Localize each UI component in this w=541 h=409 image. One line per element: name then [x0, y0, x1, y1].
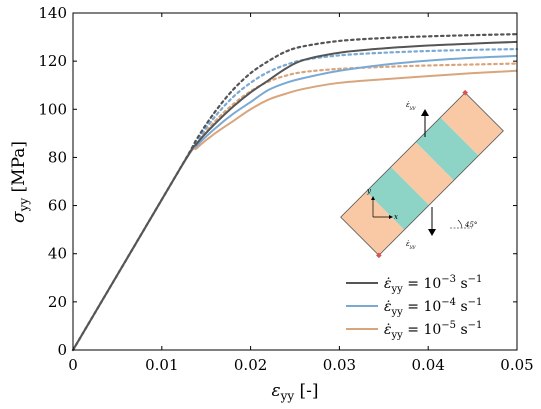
legend-label: ε̇yy = 10−5 s−1: [384, 320, 482, 341]
legend: ε̇yy = 10−3 s−1ε̇yy = 10−4 s−1ε̇yy = 10−…: [346, 274, 482, 341]
specimen-teal-bottom: [366, 166, 430, 230]
series-line-solid: [72, 69, 518, 351]
specimen-peach-top: [440, 92, 504, 156]
y-axis-title: σyy [MPa]: [9, 141, 31, 223]
x-tick-label: 0.01: [145, 356, 178, 374]
legend-label: ε̇yy = 10−3 s−1: [384, 274, 482, 295]
series-line-dotted: [71, 62, 519, 352]
legend-label: ε̇yy = 10−4 s−1: [384, 297, 482, 318]
x-axis-unit: [-]: [294, 381, 318, 401]
y-axis-symbol: σ: [9, 211, 29, 223]
coord-x-label: x: [394, 213, 398, 221]
top-strain-rate-label: ε̇yy: [406, 101, 416, 111]
top-load-arrowhead: [421, 109, 429, 116]
ticks-layer: 0 0.01 0.02 0.03 0.04 0.05 0 20 40 60 80 100 120 140: [38, 4, 533, 374]
x-tick-label: 0.04: [411, 356, 444, 374]
angle-arc: [457, 219, 463, 229]
specimen-inset: ε̇yy ε̇yy y x 45°: [340, 89, 504, 259]
plot-frame: [72, 12, 518, 351]
specimen-outline: [340, 92, 504, 256]
specimen-peach-mid: [390, 142, 454, 206]
series-line-dotted: [71, 48, 519, 352]
specimen-peach-bottom: [340, 191, 405, 256]
specimen-corner-marker-top: [462, 89, 468, 96]
y-tick-label: 20: [48, 293, 67, 311]
y-tick-label: 0: [57, 341, 67, 359]
specimen-teal-top: [415, 117, 479, 181]
curves-layer: [71, 33, 519, 352]
x-tick-label: 0.05: [500, 356, 533, 374]
x-tick-label: 0.03: [323, 356, 356, 374]
x-axis-subscript: yy: [280, 389, 295, 403]
y-axis-subscript: yy: [17, 198, 31, 213]
y-tick-label: 140: [38, 4, 67, 22]
x-axis-symbol: ε: [271, 381, 280, 401]
series-line-solid: [72, 40, 518, 351]
bottom-load-arrowhead: [428, 229, 436, 236]
bottom-strain-rate-label: ε̇yy: [406, 240, 416, 250]
series-line-solid: [72, 54, 518, 351]
angle-label: 45°: [464, 221, 477, 229]
y-axis-unit: [MPa]: [9, 141, 29, 198]
x-tick-label: 0.02: [234, 356, 267, 374]
y-tick-label: 60: [48, 197, 67, 215]
y-tick-label: 100: [38, 100, 67, 118]
coord-y-label: y: [366, 187, 372, 195]
coord-y-arrowhead: [371, 196, 375, 200]
coord-x-arrowhead: [389, 215, 393, 219]
y-tick-label: 80: [48, 148, 67, 166]
series-line-dotted: [71, 33, 519, 352]
y-tick-label: 120: [38, 52, 67, 70]
x-axis-title: εyy [-]: [271, 381, 318, 403]
y-tick-label: 40: [48, 245, 67, 263]
x-tick-label: 0: [68, 356, 78, 374]
